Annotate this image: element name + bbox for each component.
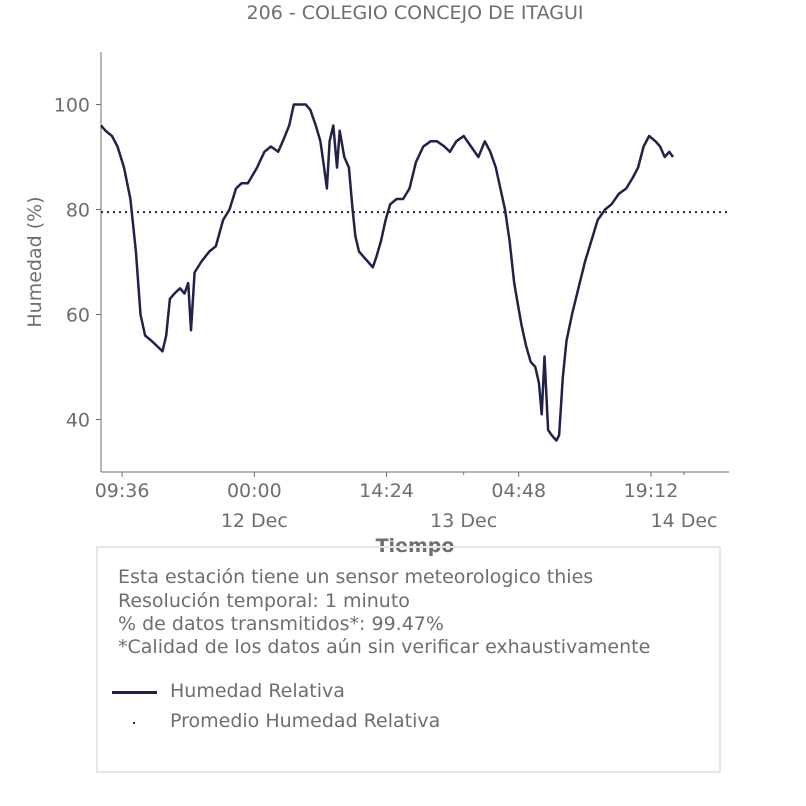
- series-group: [100, 103, 729, 442]
- y-tick-label: 40: [66, 410, 90, 432]
- quality-note-text: *Calidad de los datos aún sin verificar …: [118, 636, 651, 658]
- transmission-info-text: % de datos transmitidos*: 99.47%: [118, 613, 444, 635]
- station-info-box: Esta estación tiene un sensor meteorolog…: [96, 546, 721, 773]
- y-tick-label: 80: [66, 200, 90, 222]
- x-ticks: 09:36 00:00 12 Dec 14:24 13 Dec 04:48 19:12 14 …: [95, 472, 718, 532]
- legend-label-promedio: Promedio Humedad Relativa: [170, 710, 441, 732]
- x-date-label: 14 Dec: [651, 510, 718, 532]
- y-tick-label: 100: [54, 95, 90, 117]
- y-tick-label: 60: [66, 305, 90, 327]
- x-date-label: 13 Dec: [430, 510, 497, 532]
- x-tick-label: 14:24: [359, 480, 414, 502]
- x-tick-label: 00:00: [227, 480, 282, 502]
- series-line-humedad-relativa: [100, 103, 675, 442]
- sensor-info-text: Esta estación tiene un sensor meteorolog…: [118, 566, 594, 588]
- legend-swatch-promedio: [133, 722, 135, 724]
- resolution-info-text: Resolución temporal: 1 minuto: [118, 590, 410, 612]
- x-tick-label: 19:12: [624, 480, 679, 502]
- x-tick-label: 04:48: [491, 480, 546, 502]
- y-ticks: 40 60 80 100: [54, 95, 101, 432]
- x-tick-label: 09:36: [95, 480, 150, 502]
- x-date-label: 12 Dec: [221, 510, 288, 532]
- chart-title: 206 - COLEGIO CONCEJO DE ITAGUI: [246, 2, 584, 24]
- y-axis-label: Humedad (%): [24, 196, 46, 327]
- legend-swatch-humedad: [112, 691, 157, 694]
- legend-label-humedad: Humedad Relativa: [170, 680, 345, 702]
